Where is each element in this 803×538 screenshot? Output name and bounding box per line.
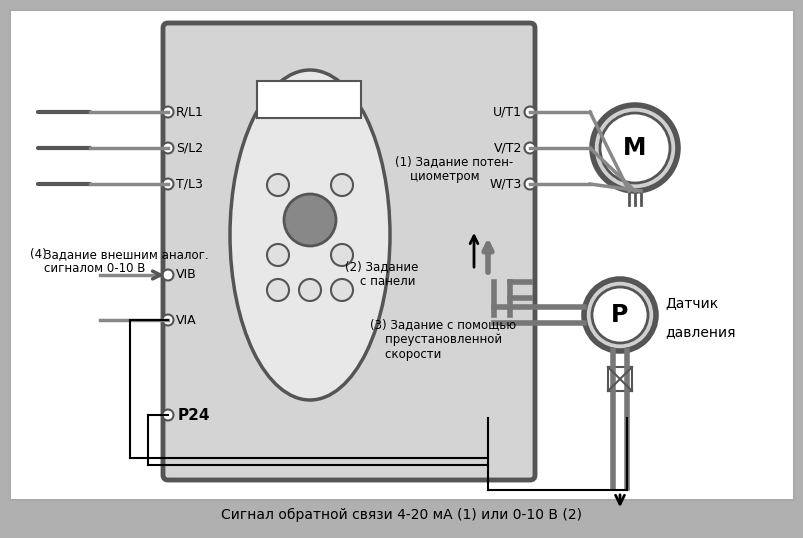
Text: сигналом 0-10 В: сигналом 0-10 В [44,262,145,275]
Text: VIB: VIB [176,268,197,281]
Text: M: M [622,136,646,160]
Circle shape [283,194,336,246]
Text: V/T2: V/T2 [493,141,521,154]
Text: давления: давления [664,325,735,339]
Circle shape [331,279,353,301]
Text: (2) Задание
    с панели: (2) Задание с панели [344,260,418,288]
Circle shape [331,174,353,196]
Text: P: P [610,303,628,327]
Text: R/L1: R/L1 [176,105,204,118]
Circle shape [162,143,173,153]
Circle shape [591,287,647,343]
Circle shape [267,279,288,301]
Circle shape [524,107,535,117]
Ellipse shape [230,70,389,400]
Circle shape [524,179,535,189]
FancyBboxPatch shape [257,81,361,118]
Circle shape [267,174,288,196]
Bar [607,367,631,391]
Text: Датчик: Датчик [664,296,717,310]
Circle shape [267,244,288,266]
Circle shape [162,179,173,189]
Circle shape [331,244,353,266]
Text: (1) Задание потен-
    циометром: (1) Задание потен- циометром [394,155,512,183]
Circle shape [299,279,320,301]
Circle shape [591,105,677,191]
Text: W/T3: W/T3 [489,178,521,190]
Text: T/L3: T/L3 [176,178,202,190]
Circle shape [162,409,173,421]
Text: (4): (4) [30,248,47,261]
Text: (3) Задание с помощью
    преустановленной
    скорости: (3) Задание с помощью преустановленной с… [369,318,516,361]
Text: Задание внешним аналог.: Задание внешним аналог. [44,248,208,261]
Circle shape [162,270,173,280]
FancyBboxPatch shape [10,10,793,500]
Circle shape [524,143,535,153]
Text: VIA: VIA [176,314,197,327]
Text: U/T1: U/T1 [492,105,521,118]
FancyBboxPatch shape [163,23,534,480]
Circle shape [162,315,173,325]
Circle shape [162,107,173,117]
Circle shape [599,113,669,183]
Text: P24: P24 [177,407,210,422]
Text: Сигнал обратной связи 4-20 мА (1) или 0-10 В (2): Сигнал обратной связи 4-20 мА (1) или 0-… [221,508,582,522]
Text: S/L2: S/L2 [176,141,203,154]
Circle shape [583,279,655,351]
